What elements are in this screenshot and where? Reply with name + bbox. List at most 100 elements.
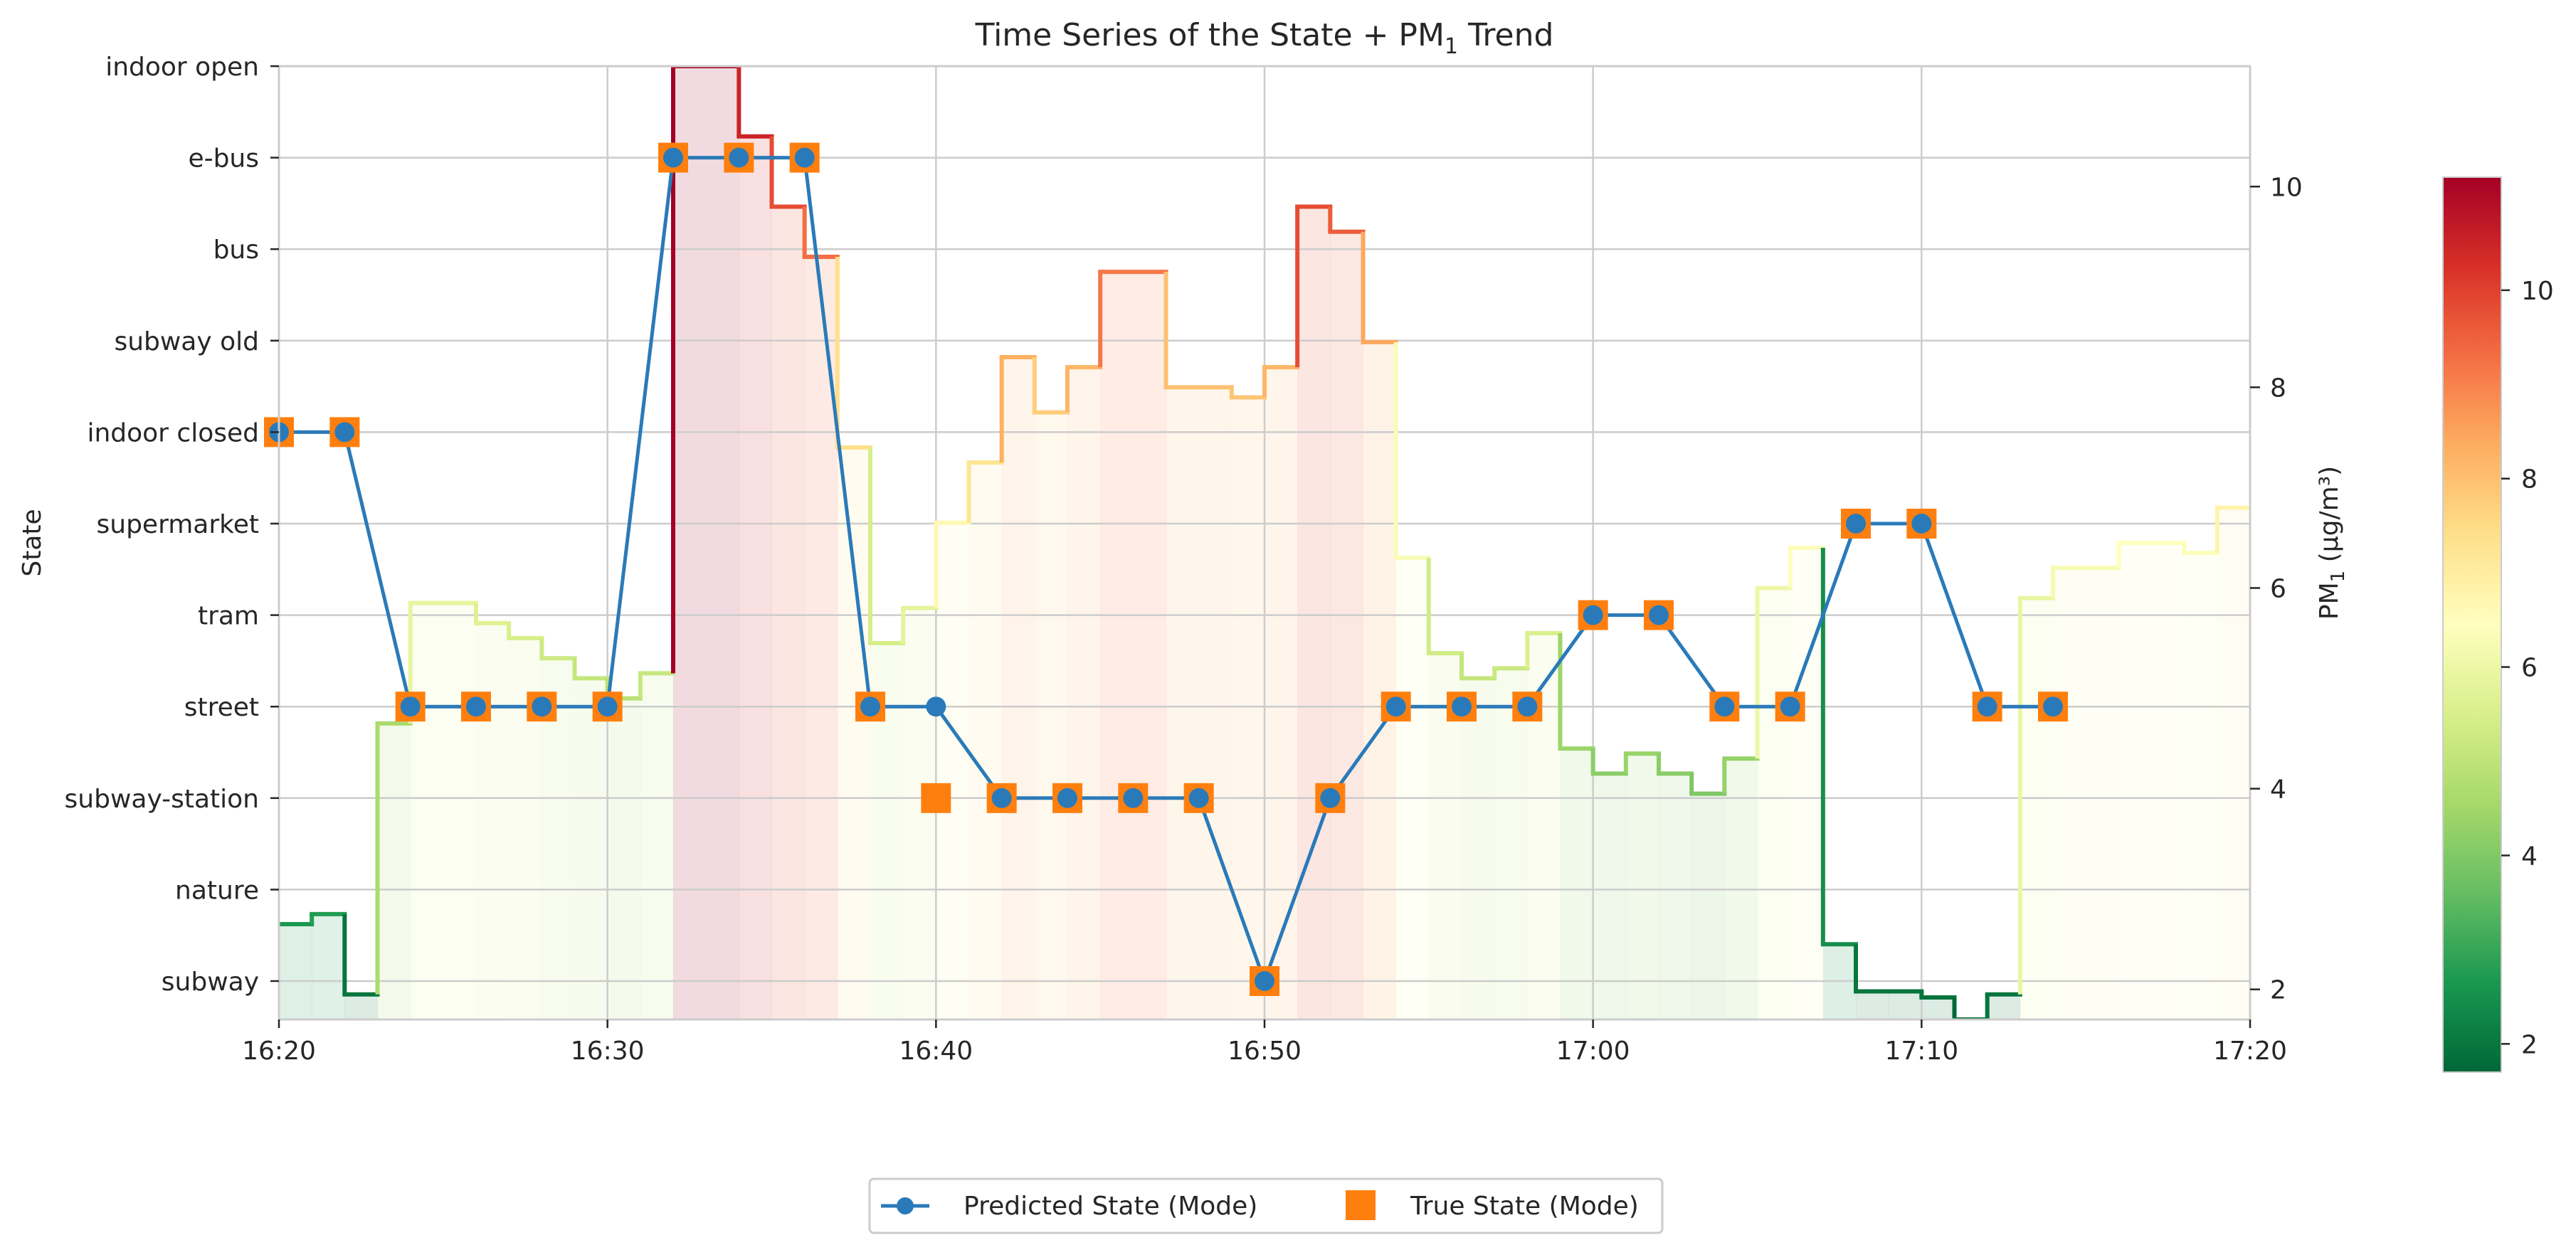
x-tick-label: 16:40 <box>899 1037 973 1066</box>
chart-title: Time Series of the State + PM1 Trend <box>975 17 1554 59</box>
y-tick-label-left: subway old <box>114 327 259 356</box>
pm-fill-segment <box>411 603 477 1019</box>
y-tick-label-left: subway-station <box>65 785 259 814</box>
predicted-state-marker <box>1978 696 1997 716</box>
predicted-state-marker <box>1517 696 1537 716</box>
y-tick-label-left: indoor closed <box>87 418 259 447</box>
pm-fill-segment <box>673 66 739 1019</box>
predicted-state-marker <box>926 696 946 716</box>
pm-fill-segment <box>1462 678 1495 1019</box>
legend-predicted-circle-icon <box>897 1197 914 1214</box>
colorbar-tick-label: 4 <box>2521 842 2538 871</box>
pm-fill-segment <box>1363 342 1397 1019</box>
pm-fill-segment <box>1330 232 1363 1019</box>
predicted-state-marker <box>1780 696 1800 716</box>
pm-fill-segment <box>772 206 806 1019</box>
pm-fill-segment <box>640 673 674 1019</box>
y-tick-label-right: 4 <box>2270 775 2286 805</box>
pm-fill-segment <box>805 257 838 1019</box>
y-tick-label-right: 6 <box>2270 574 2286 603</box>
y-tick-label-right: 10 <box>2270 173 2303 202</box>
pm-fill-segment <box>1297 206 1331 1019</box>
predicted-state-marker <box>1583 605 1603 625</box>
predicted-state-marker <box>401 696 421 716</box>
pm-fill-segment <box>903 608 936 1019</box>
pm-fill-segment <box>2185 553 2218 1019</box>
pm-fill-segment <box>2053 568 2119 1019</box>
pm-fill-segment <box>1988 995 2021 1019</box>
pm-fill-segment <box>279 924 312 1019</box>
true-state-marker <box>921 783 951 813</box>
pm-fill-segment <box>2217 508 2251 1019</box>
pm-fill-segment <box>969 462 1003 1019</box>
predicted-state-marker <box>2043 696 2063 716</box>
predicted-state-marker <box>1320 788 1340 808</box>
predicted-state-marker <box>1911 514 1931 534</box>
pm-fill-segment <box>1100 272 1166 1019</box>
colorbar: 2 4 6 8 10 <box>2443 177 2554 1072</box>
predicted-state-marker <box>992 788 1012 808</box>
y-tick-label-left: supermarket <box>97 510 260 539</box>
predicted-state-marker <box>1846 514 1866 534</box>
predicted-state-marker <box>729 148 749 168</box>
predicted-state-marker <box>1255 971 1274 991</box>
predicted-state-marker <box>1189 788 1209 808</box>
predicted-state-marker <box>663 148 683 168</box>
pm-fill-segment <box>1593 773 1627 1019</box>
pm-fill-segment <box>1232 397 1265 1019</box>
pm-fill-segment <box>1527 633 1561 1019</box>
pm-fill-segment <box>1889 992 1922 1019</box>
pm-fill-segment <box>1856 992 1889 1019</box>
x-tick-label: 17:10 <box>1884 1037 1958 1066</box>
pm-fill-segment <box>1166 387 1232 1019</box>
pm-fill-segment <box>476 623 510 1019</box>
y-tick-label-left: nature <box>175 876 259 905</box>
colorbar-tick-label: 2 <box>2521 1030 2538 1059</box>
predicted-state-marker <box>860 696 880 716</box>
pm-fill-segment <box>1265 367 1298 1019</box>
x-tick-label: 16:20 <box>242 1037 316 1066</box>
legend-true-label: True State (Mode) <box>1410 1192 1639 1221</box>
y-tick-label-left: bus <box>213 235 259 265</box>
colorbar-tick-label: 8 <box>2521 465 2538 494</box>
predicted-state-marker <box>598 696 618 716</box>
y-tick-label-left: indoor open <box>105 53 259 82</box>
y-axis-label-right: PM1 (µg/m³) <box>2315 466 2349 620</box>
pm-fill-segment <box>1659 773 1692 1019</box>
pm-fill-segment <box>378 724 411 1019</box>
y-tick-label-right: 8 <box>2270 374 2286 403</box>
predicted-state-marker <box>1452 696 1472 716</box>
predicted-state-marker <box>1649 605 1669 625</box>
pm-fill-segment <box>838 447 871 1019</box>
legend-true-square-icon <box>1346 1190 1376 1220</box>
y-tick-label-left: street <box>184 693 259 722</box>
pm-fill-segment <box>312 914 345 1019</box>
y-axis-label-left: State <box>18 509 47 576</box>
legend: Predicted State (Mode) True State (Mode) <box>870 1179 1662 1233</box>
pm-fill-segment <box>1758 588 1791 1019</box>
pm-fill-segment <box>608 699 641 1019</box>
predicted-state-marker <box>795 148 815 168</box>
predicted-state-marker <box>334 422 354 442</box>
pm-fill-segment <box>1921 997 1955 1019</box>
pm-fill-segment <box>1790 548 1824 1019</box>
colorbar-gradient <box>2443 177 2501 1072</box>
pm-fill-segment <box>1691 794 1725 1019</box>
x-tick-label: 16:30 <box>571 1037 645 1066</box>
predicted-state-marker <box>1386 696 1406 716</box>
x-tick-label: 17:00 <box>1556 1037 1630 1066</box>
y-tick-label-left: e-bus <box>188 144 259 174</box>
pm-fill-segment <box>2020 598 2054 1019</box>
predicted-state-marker <box>532 696 551 716</box>
predicted-state-marker <box>1123 788 1143 808</box>
pm-fill-segment <box>1067 367 1101 1019</box>
pm-fill-segment <box>936 523 969 1019</box>
y-tick-label-right: 2 <box>2270 976 2286 1005</box>
colorbar-tick-label: 10 <box>2521 277 2554 306</box>
pm-fill-segment <box>1626 753 1659 1019</box>
legend-predicted-label: Predicted State (Mode) <box>964 1192 1257 1221</box>
pm-fill-segment <box>739 137 772 1019</box>
y-tick-label-left: subway <box>162 968 259 997</box>
